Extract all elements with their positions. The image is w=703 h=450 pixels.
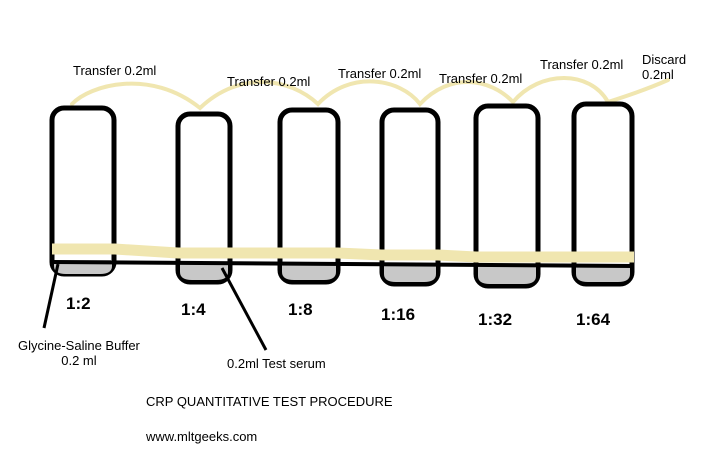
discard-label: Discard 0.2ml	[642, 52, 686, 82]
ratio-label-6: 1:64	[576, 310, 611, 329]
buffer-label: Glycine-Saline Buffer 0.2 ml	[18, 338, 140, 368]
transfer-label-3: Transfer 0.2ml	[338, 66, 422, 81]
diagram-title: CRP QUANTITATIVE TEST PROCEDURE	[146, 394, 393, 409]
buffer-label-line2: 0.2 ml	[61, 353, 97, 368]
discard-label-line2: 0.2ml	[642, 67, 674, 82]
liquid-band	[52, 243, 634, 263]
transfer-label-1: Transfer 0.2ml	[73, 63, 157, 78]
transfer-label-4: Transfer 0.2ml	[439, 71, 523, 86]
tube-6	[571, 101, 635, 287]
tube-3	[277, 107, 341, 285]
serum-pointer-line	[220, 267, 268, 351]
baseline	[51, 260, 635, 268]
transfer-label-2: Transfer 0.2ml	[227, 74, 311, 89]
ratio-label-5: 1:32	[478, 310, 513, 329]
tube-5	[473, 103, 541, 289]
ratio-label-4: 1:16	[381, 305, 416, 324]
tube-2	[175, 111, 233, 285]
buffer-pointer-line	[42, 263, 60, 329]
transfer-arc	[70, 76, 670, 111]
website-text: www.mltgeeks.com	[146, 429, 258, 444]
ratio-label-1: 1:2	[66, 294, 91, 313]
discard-label-line1: Discard	[642, 52, 687, 67]
ratio-label-3: 1:8	[288, 300, 313, 319]
ratio-label-2: 1:4	[181, 300, 206, 319]
tube-4	[379, 107, 441, 287]
serum-label: 0.2ml Test serum	[227, 356, 326, 371]
transfer-label-5: Transfer 0.2ml	[540, 57, 624, 72]
buffer-label-line1: Glycine-Saline Buffer	[18, 338, 140, 353]
